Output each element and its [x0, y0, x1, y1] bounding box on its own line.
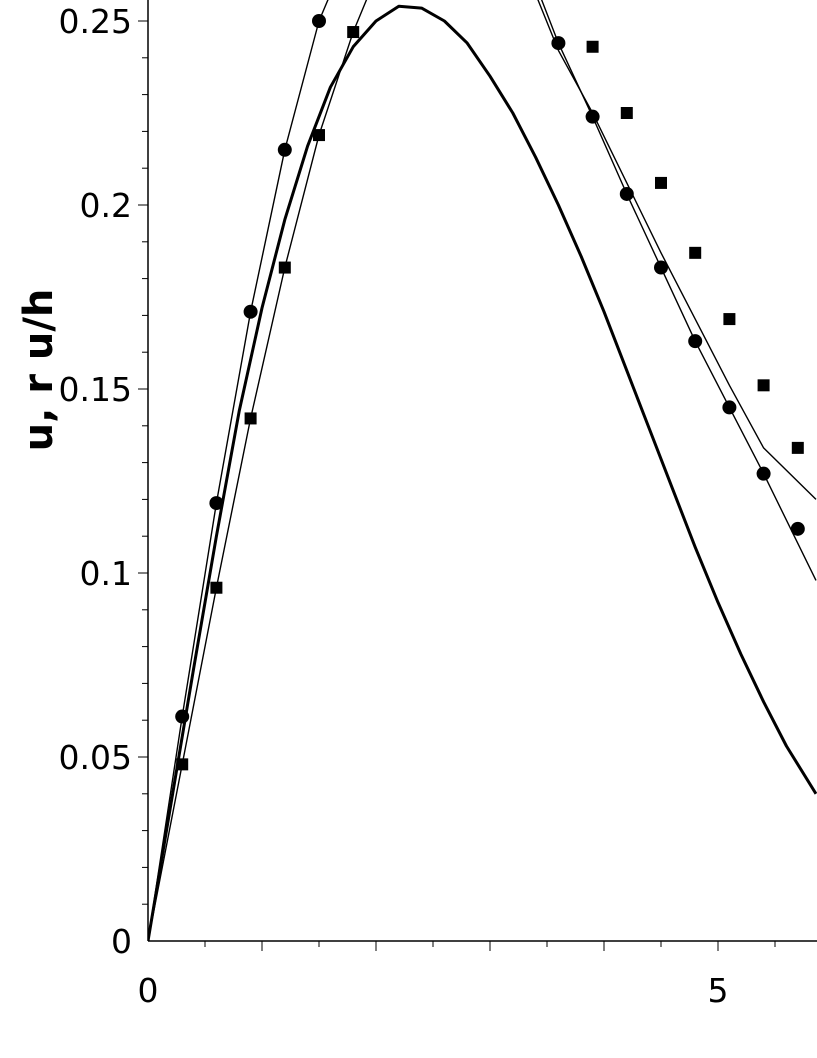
y-tick-label: 0.2: [80, 186, 132, 225]
y-tick-label: 0.15: [59, 370, 132, 409]
y-tick-label: 0.05: [59, 738, 132, 777]
data-point-circle: [756, 466, 771, 481]
data-point-circle: [654, 260, 668, 275]
data-point-square: [620, 107, 633, 119]
data-point-square: [791, 441, 804, 454]
series-2: [148, 0, 817, 942]
data-point-circle: [243, 304, 258, 319]
data-point-square: [655, 176, 667, 189]
data-point-circle: [312, 14, 326, 28]
x-tick-label: 0: [138, 971, 159, 1010]
ticks: [138, 20, 776, 951]
data-point-circle: [688, 334, 703, 349]
data-point-circle: [209, 496, 224, 511]
series-line: [148, 0, 817, 942]
data-point-square: [278, 261, 291, 274]
axes: [147, 0, 817, 942]
data-point-square: [586, 40, 599, 53]
x-tick-label: 5: [708, 971, 729, 1010]
data-point-square: [347, 26, 360, 39]
y-tick-label: 0: [111, 922, 132, 961]
series-line: [148, 0, 817, 942]
data-point-circle: [277, 142, 292, 157]
y-axis-label: u, r u/h: [16, 289, 62, 452]
data-point-square: [210, 581, 223, 594]
data-point-square: [689, 246, 702, 259]
series-1: [148, 4, 817, 942]
data-point-square: [244, 412, 257, 425]
data-point-square: [757, 379, 770, 392]
series-layer: [148, 0, 817, 942]
data-point-square: [723, 313, 736, 326]
tick-labels: 0 5 0 0.05 0.1 0.15 0.2 0.25: [59, 2, 729, 1010]
series-line: [148, 4, 817, 942]
series-3: [148, 0, 817, 942]
data-point-circle: [790, 521, 805, 536]
data-point-square: [313, 129, 325, 142]
data-point-circle: [722, 400, 737, 415]
y-tick-label: 0.25: [59, 2, 132, 41]
data-point-circle: [175, 709, 190, 724]
data-point-circle: [551, 36, 566, 51]
y-tick-label: 0.1: [80, 554, 132, 593]
data-point-square: [176, 758, 189, 771]
